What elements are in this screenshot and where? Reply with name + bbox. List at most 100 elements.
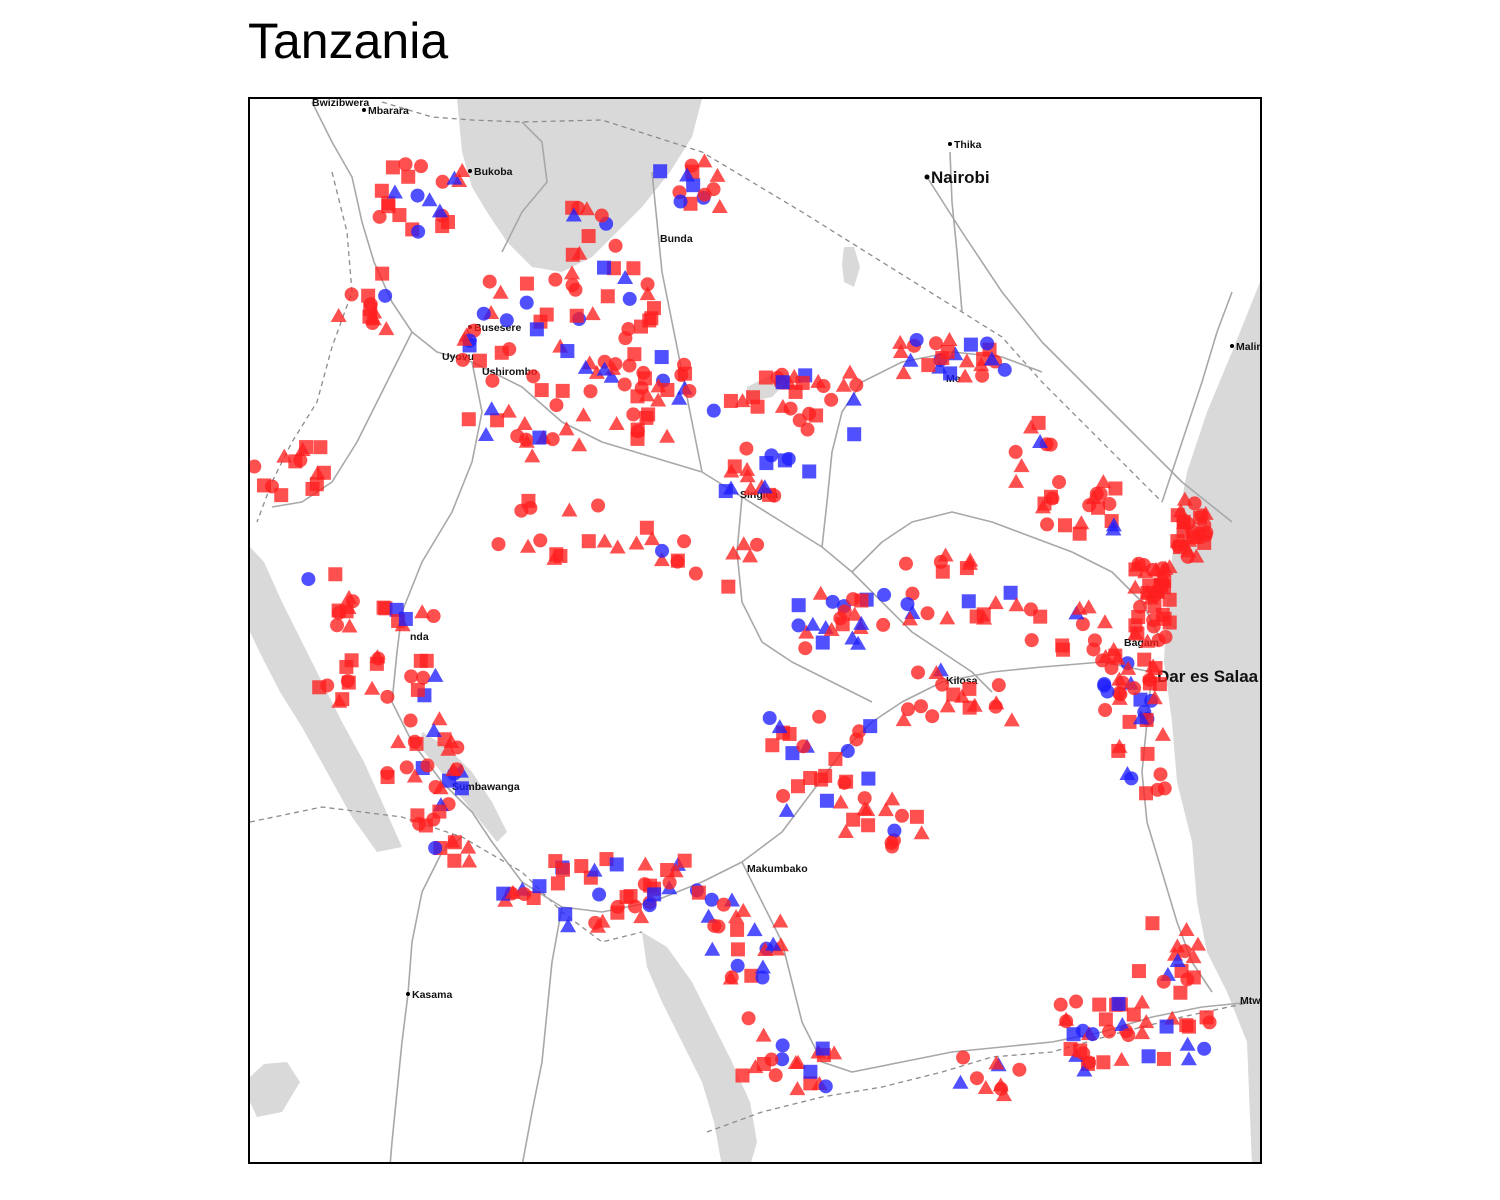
survey-point-circle (818, 1079, 833, 1094)
road-2 (271, 331, 413, 508)
survey-point-triangle (524, 448, 541, 463)
lake-nyasa (642, 932, 757, 1162)
survey-point-square (521, 493, 536, 508)
survey-point-square (921, 358, 936, 373)
city-bwizibwera: Bwizibwera (312, 99, 369, 109)
survey-point-square (312, 680, 327, 695)
survey-point-circle (925, 709, 940, 724)
city-label: Thika (954, 139, 982, 151)
survey-point-circle (840, 744, 855, 759)
survey-point-square (863, 719, 878, 734)
survey-point-square (401, 169, 416, 184)
survey-point-square (758, 370, 773, 385)
survey-point-square (461, 412, 476, 427)
survey-point-circle (900, 597, 915, 612)
city-thika: Thika (948, 139, 982, 151)
survey-point-triangle (390, 734, 407, 749)
survey-point-circle (846, 592, 861, 607)
survey-point-circle (330, 618, 345, 633)
survey-point-square (1037, 496, 1052, 511)
survey-point-square (639, 410, 654, 425)
survey-point-square (1128, 618, 1143, 633)
lake-victoria (457, 99, 702, 272)
survey-point-circle (791, 618, 806, 633)
survey-point-square (691, 885, 706, 900)
road-4 (851, 571, 993, 693)
survey-point-circle (485, 373, 500, 388)
survey-point-square (718, 484, 733, 499)
water-bodies (250, 99, 1260, 1162)
survey-point-circle (849, 732, 864, 747)
survey-point-circle (706, 403, 721, 418)
survey-point-triangle (877, 802, 894, 817)
survey-point-triangle (504, 884, 521, 899)
survey-point-triangle (561, 502, 578, 517)
survey-point-circle (1102, 496, 1117, 511)
city-nda: nda (410, 631, 429, 643)
survey-point-triangle (892, 334, 909, 349)
city-nairobi: Nairobi (924, 168, 990, 187)
survey-point-triangle (431, 203, 448, 218)
survey-point-circle (724, 970, 739, 985)
survey-point-circle (920, 606, 935, 621)
survey-point-triangle (772, 913, 789, 928)
survey-point-triangle (577, 359, 594, 374)
survey-point-square (256, 478, 271, 493)
survey-point-square (274, 488, 289, 503)
survey-point-square (1108, 648, 1123, 663)
survey-point-square (532, 879, 547, 894)
survey-point-triangle (1127, 579, 1144, 594)
survey-point-square (555, 383, 570, 398)
survey-point-circle (673, 194, 688, 209)
survey-point-circle (476, 306, 491, 321)
survey-point-triangle (742, 481, 759, 496)
survey-point-square (1159, 1019, 1174, 1034)
survey-point-square (1141, 1049, 1156, 1064)
city-dot (924, 174, 930, 180)
survey-point-square (375, 266, 390, 281)
survey-point-triangle (1113, 1051, 1130, 1066)
survey-point-triangle (421, 192, 438, 207)
survey-point-square (809, 408, 824, 423)
survey-point-triangle (941, 331, 958, 346)
survey-point-circle (491, 537, 506, 552)
survey-point-circle (662, 875, 677, 890)
survey-point-triangle (966, 697, 983, 712)
survey-point-square (550, 876, 565, 891)
survey-point-circle (887, 823, 902, 838)
survey-point-triangle (341, 618, 358, 633)
survey-point-triangle (711, 198, 728, 213)
survey-point-triangle (1169, 952, 1186, 967)
survey-point-circle (800, 422, 815, 437)
survey-point-square (803, 770, 818, 785)
survey-point-square (385, 160, 400, 175)
lake-natron (842, 247, 860, 287)
road-3 (391, 361, 1153, 913)
survey-point-square (553, 549, 568, 564)
survey-point-circle (548, 272, 563, 287)
survey-point-square (730, 942, 745, 957)
survey-point-circle (499, 313, 514, 328)
survey-point-square (1162, 615, 1177, 630)
survey-point-square (803, 1064, 818, 1079)
map-panel[interactable]: Bwizibwera Mbarara Bukoba Thika Nairobi Bunda… (248, 97, 1262, 1164)
survey-point-square (539, 307, 554, 322)
survey-point-square (775, 375, 790, 390)
survey-point-square (795, 375, 810, 390)
survey-point-triangle (1154, 726, 1171, 741)
survey-point-circle (428, 779, 443, 794)
survey-point-square (654, 350, 669, 365)
survey-point-triangle (1189, 936, 1206, 951)
survey-point-circle (781, 451, 796, 466)
survey-point-triangle (365, 311, 382, 326)
survey-point-circle (1133, 599, 1148, 614)
survey-point-circle (626, 407, 641, 422)
survey-point-square (791, 598, 806, 613)
survey-point-circle (877, 587, 892, 602)
survey-point-square (432, 804, 447, 819)
survey-point-square (597, 260, 612, 275)
survey-point-circle (435, 174, 450, 189)
survey-point-square (721, 579, 736, 594)
